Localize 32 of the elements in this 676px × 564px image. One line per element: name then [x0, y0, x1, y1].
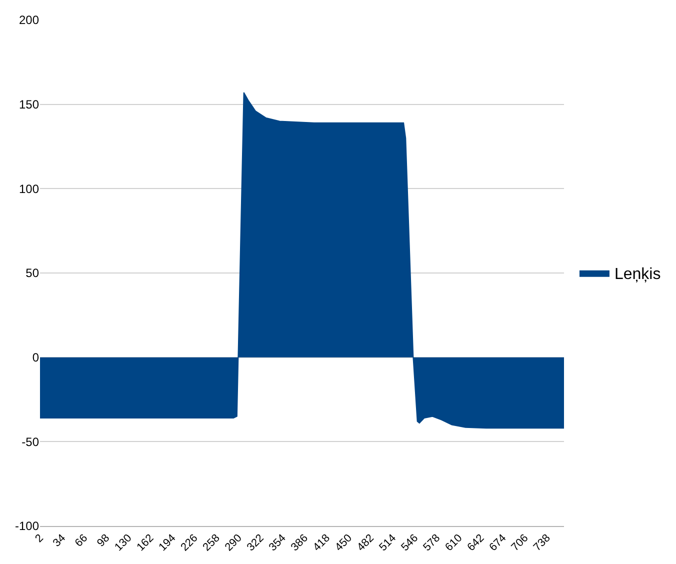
- x-tick-label: 738: [531, 532, 553, 554]
- x-tick-label: 98: [94, 532, 112, 550]
- y-tick-label: 100: [18, 182, 40, 196]
- x-tick-label: 66: [72, 532, 90, 550]
- y-tick-label: -50: [22, 434, 40, 449]
- y-tick-label: 50: [26, 266, 40, 280]
- y-tick-label: 150: [18, 98, 40, 112]
- x-tick-label: 514: [377, 532, 399, 554]
- x-tick-label: 450: [333, 532, 354, 554]
- x-tick-label: 130: [112, 532, 134, 554]
- x-tick-label: 546: [399, 532, 421, 554]
- x-tick-label: 194: [156, 532, 178, 554]
- x-tick-label: 290: [222, 532, 244, 554]
- x-tick-label: 482: [355, 532, 377, 554]
- x-tick-label: 642: [465, 532, 487, 554]
- x-tick-label: 226: [178, 532, 200, 554]
- x-tick-label: 610: [443, 532, 465, 554]
- y-tick-label: 200: [18, 13, 40, 28]
- x-tick-label: 2: [33, 532, 46, 546]
- x-tick-label: 706: [509, 532, 531, 554]
- x-tick-label: 578: [421, 532, 443, 554]
- x-tick-label: 386: [288, 532, 310, 554]
- x-tick-label: 354: [266, 532, 288, 554]
- x-tick-label: 674: [487, 532, 509, 554]
- x-tick-label: 34: [50, 532, 68, 550]
- x-tick-label: 322: [244, 532, 266, 554]
- x-tick-label: 418: [310, 532, 332, 554]
- legend-label: Leņķis: [614, 266, 661, 284]
- x-tick-label: 162: [134, 532, 156, 554]
- x-tick-label: 258: [200, 532, 222, 554]
- y-tick-label: 0: [32, 350, 40, 365]
- y-tick-label: -100: [14, 519, 40, 534]
